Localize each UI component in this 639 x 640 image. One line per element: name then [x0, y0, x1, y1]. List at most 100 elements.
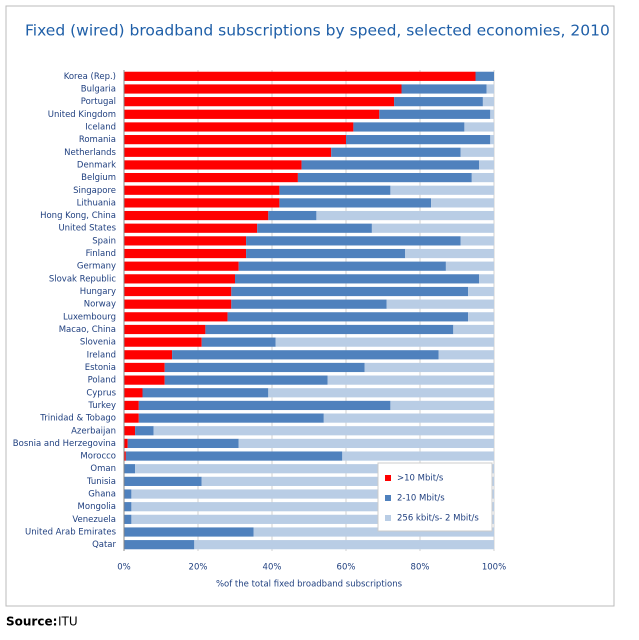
- bar-segment: [172, 350, 439, 360]
- bar-segment: [231, 299, 387, 309]
- y-tick-label: Denmark: [77, 160, 116, 170]
- bar-segment: [201, 476, 494, 486]
- bar-segment: [125, 451, 343, 461]
- bar-segment: [124, 286, 232, 297]
- bar-segment: [482, 97, 494, 107]
- legend-swatch: [385, 495, 391, 501]
- source: ITU: [58, 615, 78, 629]
- bar-segment: [138, 400, 391, 411]
- y-tick-label: United States: [58, 224, 116, 234]
- bar-segment: [124, 261, 239, 271]
- bar-segment: [453, 324, 494, 335]
- legend-label: 2-10 Mbit/s: [397, 494, 445, 504]
- bar-segment: [127, 438, 239, 449]
- y-tick-label: Bulgaria: [81, 84, 116, 94]
- bar-segment: [475, 71, 494, 81]
- bar-segment: [124, 388, 143, 398]
- bar-segment: [238, 261, 446, 271]
- legend-label: 256 kbit/s- 2 Mbit/s: [397, 514, 479, 524]
- bar-segment: [471, 172, 494, 183]
- bar-segment: [468, 286, 494, 297]
- y-tick-label: Spain: [92, 236, 116, 246]
- bar-segment: [479, 160, 494, 170]
- bar-segment: [124, 476, 202, 486]
- y-tick-label: United Arab Emirates: [25, 528, 117, 538]
- bar-segment: [124, 375, 165, 385]
- bar-segment: [138, 413, 324, 423]
- bar-segment: [124, 274, 235, 284]
- bar-segment: [124, 514, 132, 524]
- bar-segment: [124, 312, 228, 322]
- y-tick-label: Portugal: [81, 97, 116, 107]
- bar-segment: [124, 527, 254, 537]
- legend-swatch: [385, 515, 391, 521]
- bar-segment: [460, 236, 494, 246]
- legend-box: [377, 462, 493, 532]
- bar-segment: [238, 438, 494, 449]
- y-tick-label: Finland: [86, 249, 116, 259]
- bar-segment: [235, 274, 480, 284]
- x-tick-label: 60%: [337, 563, 356, 573]
- bar-segment: [153, 426, 494, 436]
- bar-segment: [124, 337, 202, 347]
- bar-segment: [431, 198, 494, 208]
- bar-segment: [194, 540, 495, 550]
- bar-segment: [124, 147, 332, 157]
- bar-segment: [124, 135, 346, 145]
- bar-segment: [201, 337, 276, 347]
- chart-title: Fixed (wired) broadband subscriptions by…: [25, 22, 610, 40]
- y-tick-label: Romania: [79, 135, 116, 145]
- x-axis-label: %of the total fixed broadband subscripti…: [216, 580, 403, 590]
- y-tick-label: Hong Kong, China: [40, 211, 116, 221]
- bar-segment: [124, 71, 476, 81]
- bar-segment: [124, 362, 165, 373]
- bar-segment: [124, 223, 258, 233]
- y-tick-label: Lithuania: [77, 198, 116, 208]
- y-tick-label: Poland: [88, 376, 116, 386]
- y-tick-label: Luxembourg: [63, 312, 116, 322]
- bar-segment: [124, 97, 395, 107]
- bar-segment: [394, 97, 483, 107]
- bar-segment: [227, 312, 469, 322]
- bar-segment: [124, 84, 402, 94]
- y-tick-label: Germany: [77, 262, 116, 272]
- y-tick-label: Hungary: [80, 287, 116, 297]
- bar-segment: [279, 185, 391, 195]
- y-tick-label: Turkey: [87, 401, 116, 411]
- bar-segment: [460, 147, 494, 157]
- bar-segment: [379, 109, 491, 119]
- x-tick-label: 40%: [263, 563, 282, 573]
- bar-segment: [246, 248, 406, 259]
- bar-segment: [490, 135, 494, 145]
- bar-segment: [124, 160, 302, 170]
- y-tick-label: Oman: [90, 464, 116, 474]
- bar-segment: [124, 236, 247, 246]
- bar-segment: [124, 451, 126, 461]
- bar-segment: [316, 210, 494, 221]
- y-tick-label: Bosnia and Herzegovina: [13, 439, 116, 449]
- bar-segment: [164, 362, 365, 373]
- bar-segment: [364, 362, 494, 373]
- bar-segment: [331, 147, 461, 157]
- bar-segment: [124, 502, 132, 512]
- bar-segment: [124, 438, 128, 449]
- bar-segment: [468, 312, 494, 322]
- legend-swatch: [385, 475, 391, 481]
- bar-segment: [353, 122, 465, 132]
- bar-segment: [124, 489, 132, 499]
- y-tick-label: Ireland: [87, 350, 116, 360]
- bar-segment: [124, 413, 139, 423]
- bar-segment: [164, 375, 328, 385]
- bar-segment: [371, 223, 494, 233]
- x-tick-label: 0%: [117, 563, 131, 573]
- bar-segment: [124, 400, 139, 411]
- bar-segment: [124, 210, 269, 221]
- y-tick-label: Singapore: [73, 186, 116, 196]
- y-tick-label: Cyprus: [86, 388, 116, 398]
- legend-label: >10 Mbit/s: [397, 474, 444, 484]
- y-tick-label: Azerbaijan: [71, 426, 116, 436]
- bar-segment: [142, 388, 269, 398]
- bar-segment: [124, 172, 298, 183]
- bar-segment: [390, 400, 494, 411]
